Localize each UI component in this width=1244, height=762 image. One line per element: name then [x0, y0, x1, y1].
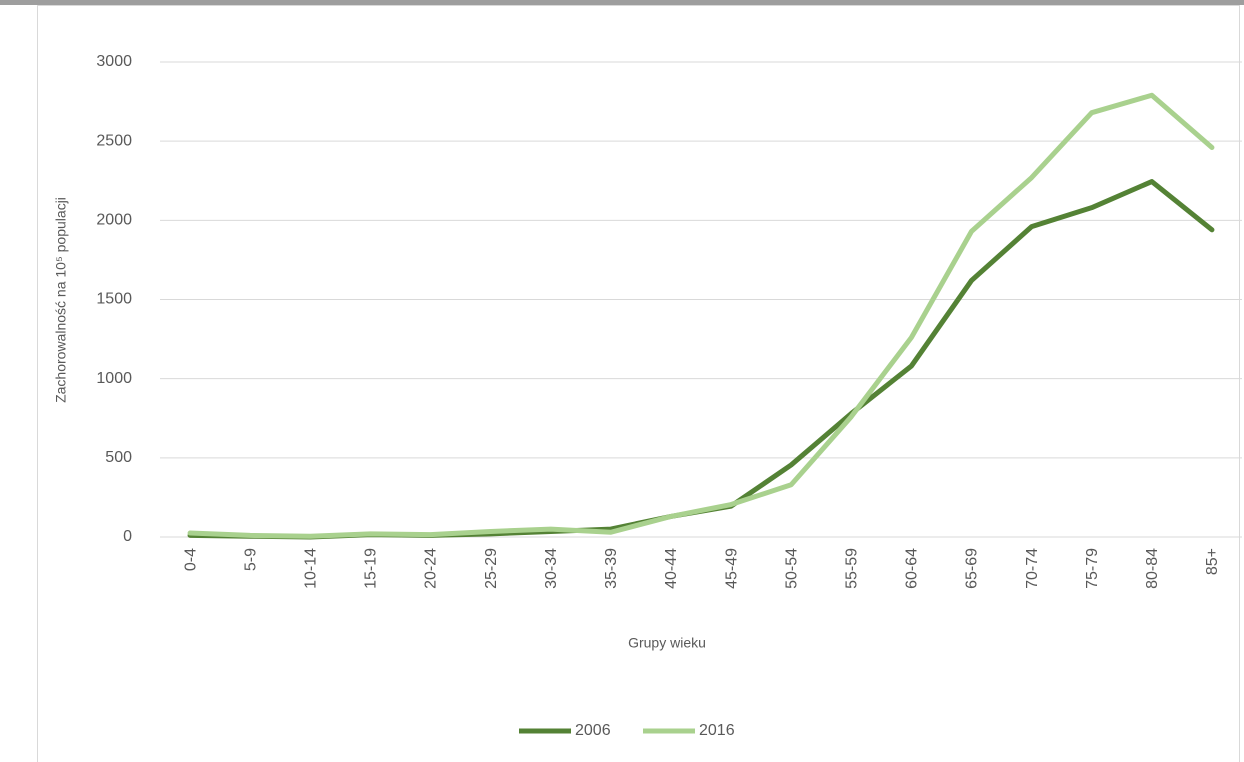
- x-tick-label: 35-39: [603, 548, 620, 589]
- y-axis-label: Zachorowalność na 10⁵ populacji: [53, 197, 69, 403]
- x-tick-label: 10-14: [302, 548, 319, 589]
- x-tick-label: 55-59: [843, 548, 860, 589]
- legend-label: 2016: [699, 722, 735, 739]
- x-tick-label: 85+: [1204, 548, 1221, 575]
- x-tick-label: 50-54: [783, 548, 800, 589]
- x-tick-label: 80-84: [1144, 548, 1161, 589]
- x-tick-label: 5-9: [242, 548, 259, 571]
- y-tick-label: 2500: [96, 132, 132, 149]
- x-tick-label: 40-44: [663, 548, 680, 589]
- y-tick-label: 2000: [96, 212, 132, 229]
- top-bar: [0, 0, 1244, 5]
- x-tick-label: 65-69: [964, 548, 981, 589]
- x-tick-label: 20-24: [423, 548, 440, 589]
- legend-label: 2006: [575, 722, 611, 739]
- series-line: [187, 92, 1215, 539]
- y-tick-label: 500: [105, 449, 132, 466]
- y-tick-label: 1500: [96, 291, 132, 308]
- x-tick-label: 15-19: [363, 548, 380, 589]
- y-tick-label: 0: [123, 528, 132, 545]
- y-tick-label: 1000: [96, 370, 132, 387]
- x-tick-label: 25-29: [483, 548, 500, 589]
- series-line: [187, 179, 1215, 540]
- x-tick-label: 0-4: [182, 548, 199, 571]
- x-tick-label: 60-64: [904, 548, 921, 589]
- x-axis-label: Grupy wieku: [628, 635, 706, 651]
- y-tick-label: 3000: [96, 53, 132, 70]
- x-tick-label: 30-34: [543, 548, 560, 589]
- x-tick-label: 45-49: [723, 548, 740, 589]
- chart-frame: [37, 5, 1240, 762]
- x-tick-label: 75-79: [1084, 548, 1101, 589]
- x-tick-label: 70-74: [1024, 548, 1041, 589]
